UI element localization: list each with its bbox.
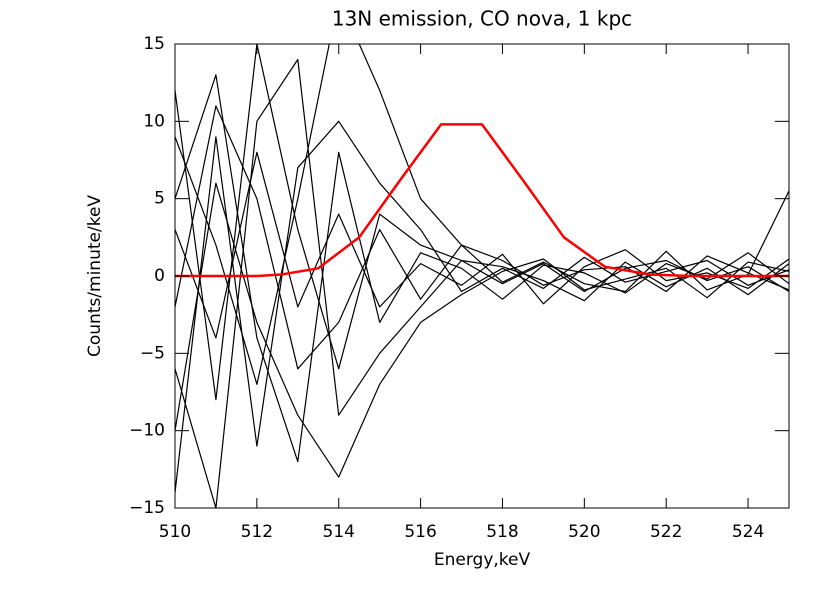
y-tick-label: −15: [129, 498, 165, 518]
x-tick-label: 520: [568, 522, 600, 542]
y-tick-label: 10: [143, 111, 165, 131]
y-axis-label: Counts/minute/keV: [85, 195, 105, 357]
series-line: [175, 123, 789, 278]
y-tick-label: 0: [154, 266, 165, 286]
y-tick-label: −5: [140, 343, 165, 363]
x-axis-label: Energy,keV: [434, 550, 531, 570]
series-line: [175, 120, 789, 493]
x-tick-label: 514: [323, 522, 355, 542]
x-tick-label: 512: [241, 522, 273, 542]
x-tick-label: 510: [159, 522, 191, 542]
x-tick-label: 522: [650, 522, 682, 542]
x-tick-label: 524: [732, 522, 764, 542]
x-tick-label: 518: [486, 522, 518, 542]
series-line: [175, 44, 789, 385]
x-tick-label: 516: [404, 522, 436, 542]
y-tick-label: −10: [129, 421, 165, 441]
series-line: [175, 105, 789, 370]
y-tick-label: 5: [154, 189, 165, 209]
series-line: [175, 74, 789, 463]
plot-lines: [175, 44, 789, 508]
y-tick-label: 15: [143, 34, 165, 54]
series-line: [175, 151, 789, 339]
series-line: [175, 182, 789, 478]
chart-title: 13N emission, CO nova, 1 kpc: [332, 7, 632, 31]
